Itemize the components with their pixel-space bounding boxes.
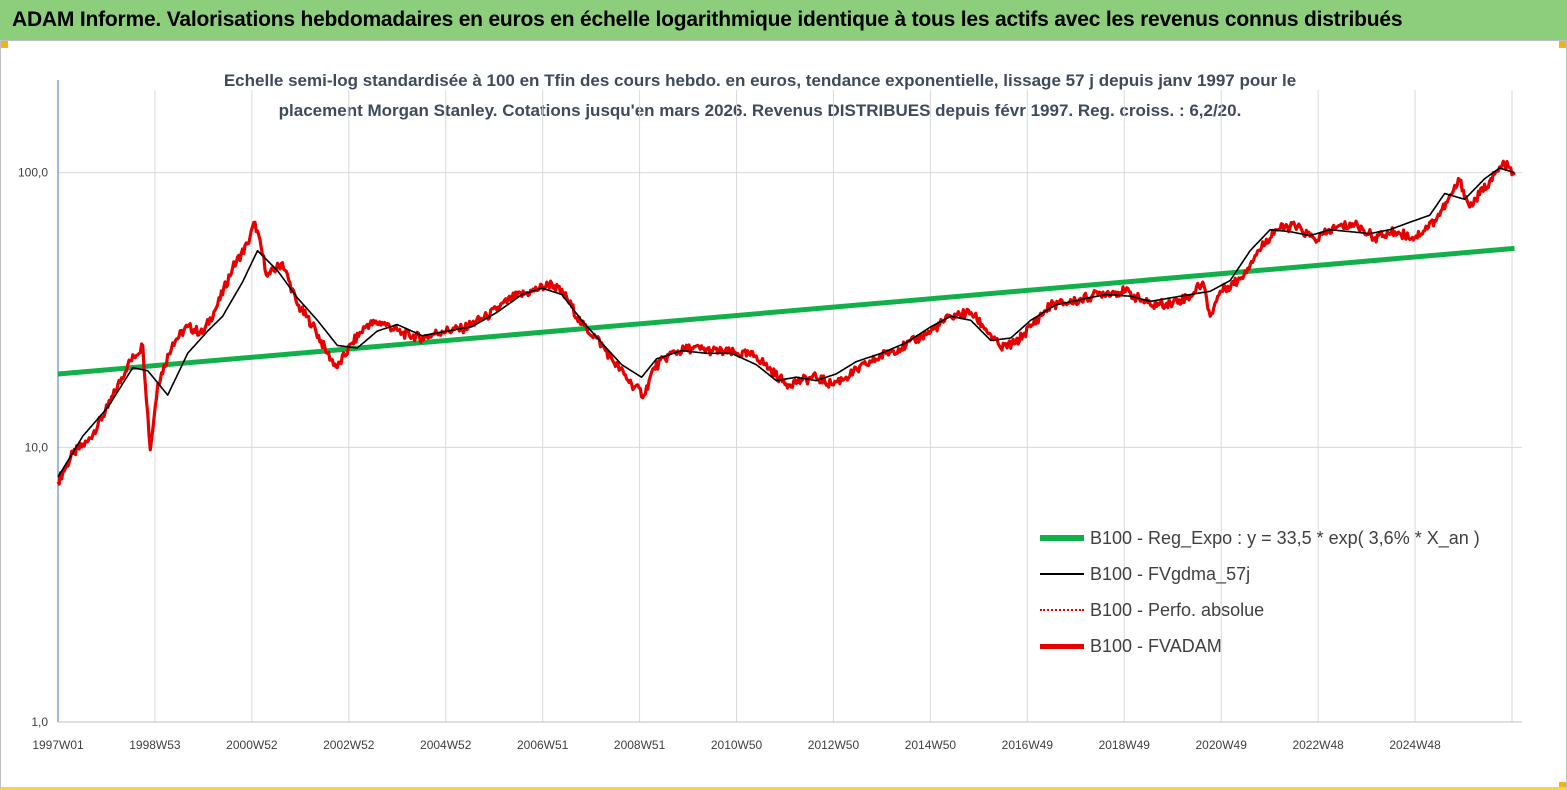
chart-title: Echelle semi-log standardisée à 100 en T… [223, 71, 1297, 120]
legend-item-reg: B100 - Reg_Expo : y = 33,5 * exp( 3,6% *… [1040, 520, 1480, 556]
x-tick-label: 2018W49 [1099, 738, 1151, 752]
x-tick-label: 2022W48 [1292, 738, 1344, 752]
series-line-fvgdma [57, 167, 1515, 478]
chart-ticks: 1,0 10,0 100,0 1997W01 1998W53 2000W52 2002W52… [18, 166, 1441, 752]
legend-swatch-fvadam [1040, 643, 1084, 649]
series-line-fvadam [56, 159, 1516, 486]
x-tick-label: 1998W53 [129, 738, 181, 752]
y-tick-label: 1,0 [31, 715, 48, 729]
x-tick-label: 2010W50 [711, 738, 763, 752]
x-tick-label: 2020W49 [1196, 738, 1248, 752]
chart-axes [57, 80, 1522, 723]
x-tick-label: 2008W51 [614, 738, 666, 752]
legend-swatch-perfo [1040, 609, 1084, 611]
legend-label-perfo: B100 - Perfo. absolue [1090, 599, 1265, 620]
chart-series [56, 159, 1516, 486]
series-line-reg-expo [57, 245, 1515, 377]
x-tick-label: 2012W50 [808, 738, 860, 752]
legend-item-perfo: B100 - Perfo. absolue [1040, 592, 1480, 628]
legend-label-reg: B100 - Reg_Expo : y = 33,5 * exp( 3,6% *… [1090, 527, 1480, 548]
y-tick-label: 10,0 [25, 440, 49, 454]
legend-item-fvgdma: B100 - FVgdma_57j [1040, 556, 1480, 592]
x-tick-label: 2014W50 [905, 738, 957, 752]
x-tick-label: 2002W52 [323, 738, 375, 752]
x-tick-label: 1997W01 [32, 738, 84, 752]
legend-label-fvadam: B100 - FVADAM [1090, 635, 1222, 656]
corner-marker-bottom-right [1559, 782, 1567, 790]
corner-marker-top-left [0, 40, 8, 48]
y-tick-label: 100,0 [18, 166, 48, 180]
legend-label-fvgdma: B100 - FVgdma_57j [1090, 563, 1251, 584]
x-tick-label: 2006W51 [517, 738, 569, 752]
x-tick-label: 2004W52 [420, 738, 472, 752]
corner-marker-top-right [1559, 40, 1567, 48]
legend-swatch-fvgdma [1040, 573, 1084, 575]
report-title: ADAM Informe. Valorisations hebdomadaire… [12, 8, 1403, 31]
legend-item-fvadam: B100 - FVADAM [1040, 628, 1480, 664]
x-tick-label: 2016W49 [1002, 738, 1054, 752]
chart-legend: B100 - Reg_Expo : y = 33,5 * exp( 3,6% *… [1040, 520, 1480, 664]
report-banner: ADAM Informe. Valorisations hebdomadaire… [0, 0, 1567, 40]
x-tick-label: 2000W52 [226, 738, 278, 752]
legend-swatch-reg [1040, 535, 1084, 541]
x-tick-label: 2024W48 [1389, 738, 1441, 752]
